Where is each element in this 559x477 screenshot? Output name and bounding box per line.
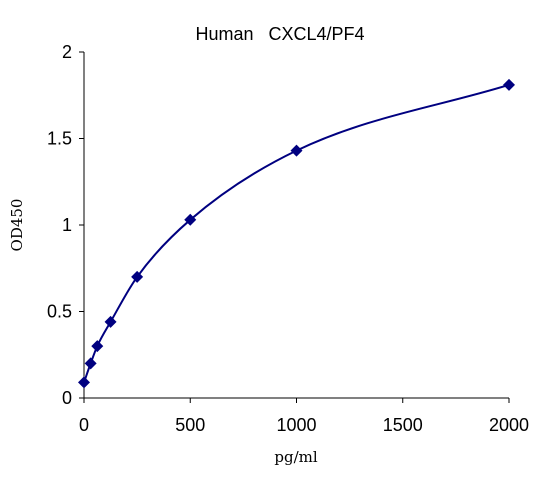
series-points <box>78 78 515 389</box>
x-axis-label: pg/ml <box>274 448 317 466</box>
data-point-marker <box>131 270 144 283</box>
y-tick-label: 0 <box>62 388 72 408</box>
x-tick-label: 2000 <box>489 415 529 435</box>
y-axis-label: OD450 <box>8 199 26 252</box>
x-tick-label: 0 <box>79 415 89 435</box>
x-tick-label: 1000 <box>276 415 316 435</box>
data-point-marker <box>104 315 117 328</box>
chart-title: Human CXCL4/PF4 <box>195 24 364 44</box>
series-curve <box>83 83 510 383</box>
y-tick-label: 1.5 <box>47 129 72 149</box>
data-point-marker <box>91 340 104 353</box>
y-tick-label: 1 <box>62 215 72 235</box>
y-axis-ticks: 0 0.5 1 1.5 2 <box>47 42 84 408</box>
y-tick-label: 2 <box>62 42 72 62</box>
x-tick-label: 500 <box>175 415 205 435</box>
y-tick-label: 0.5 <box>47 302 72 322</box>
x-axis-ticks: 0 500 1000 1500 2000 <box>79 398 529 435</box>
data-point-marker <box>184 213 197 226</box>
data-point-marker <box>78 376 90 389</box>
x-tick-label: 1500 <box>383 415 423 435</box>
data-point-marker <box>84 357 97 370</box>
data-point-marker <box>503 78 515 91</box>
data-point-marker <box>290 144 303 157</box>
